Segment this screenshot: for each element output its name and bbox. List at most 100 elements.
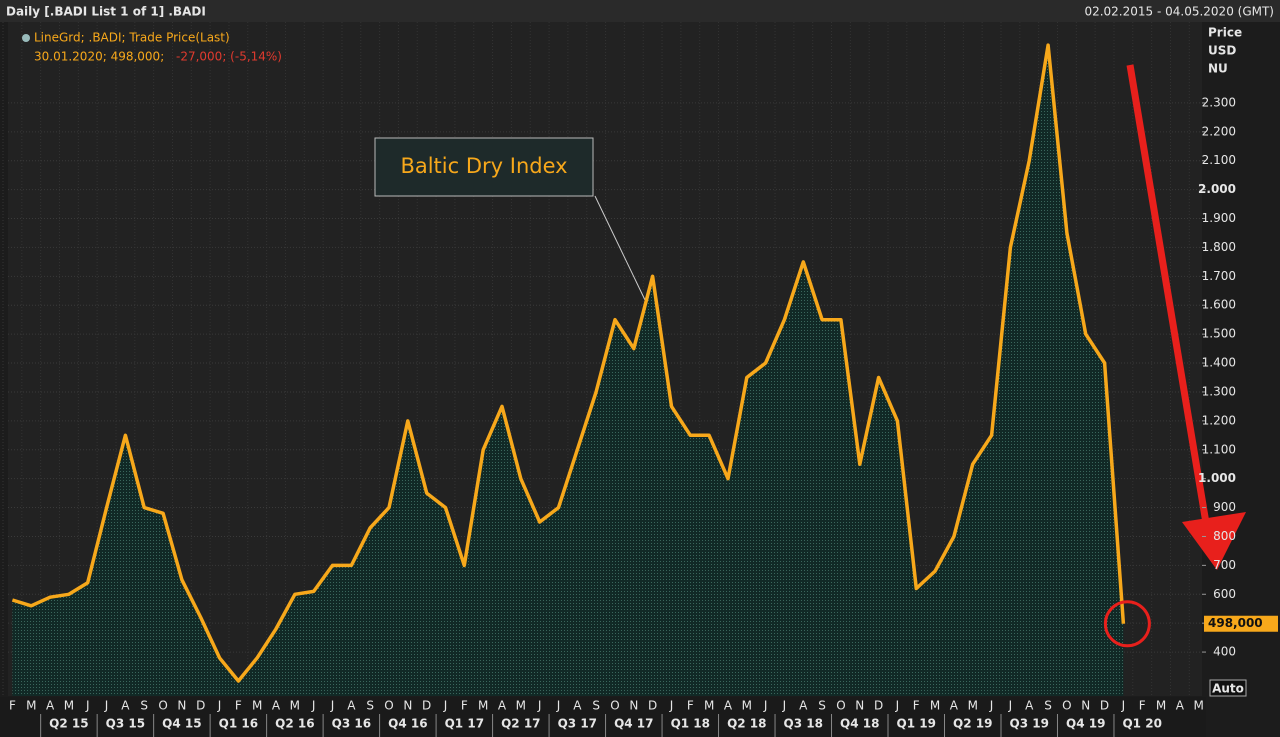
last-price-box	[1204, 615, 1278, 632]
quarter-label: Q1 17	[445, 717, 484, 731]
month-label: S	[140, 699, 148, 713]
month-label: J	[85, 699, 90, 713]
quarter-label: Q2 15	[49, 717, 88, 731]
y-tick-label: 700	[1213, 558, 1236, 572]
month-label: F	[687, 699, 694, 713]
month-label: S	[818, 699, 826, 713]
x-axis-bar	[0, 697, 1206, 737]
month-label: J	[556, 699, 561, 713]
quarter-label: Q3 17	[558, 717, 597, 731]
quarter-label: Q3 19	[1010, 717, 1049, 731]
y-tick-label: 400	[1213, 645, 1236, 659]
month-label: D	[422, 699, 431, 713]
month-label: N	[1081, 699, 1090, 713]
y-tick-label: 1.900	[1202, 211, 1236, 225]
y-tick-label: 1.300	[1202, 384, 1236, 398]
month-label: F	[9, 699, 16, 713]
month-label: O	[610, 699, 619, 713]
month-label: A	[272, 699, 281, 713]
month-label: J	[1008, 699, 1013, 713]
area	[12, 45, 1124, 697]
auto-button[interactable]	[1209, 679, 1247, 697]
y-tick-label: 1.100	[1202, 442, 1236, 456]
month-label: M	[252, 699, 262, 713]
month-label: J	[217, 699, 222, 713]
header-bar	[0, 0, 1280, 22]
quarter-label: Q1 18	[671, 717, 710, 731]
month-label: M	[1156, 699, 1166, 713]
month-label: S	[1044, 699, 1052, 713]
y-tick-label: 1.500	[1202, 327, 1236, 341]
month-label: F	[461, 699, 468, 713]
month-label: M	[968, 699, 978, 713]
month-label: A	[121, 699, 130, 713]
legend-line2b: -27,000; (-5,14%)	[176, 50, 282, 64]
y-tick-label: 600	[1213, 587, 1236, 601]
month-label: J	[669, 699, 674, 713]
quarter-label: Q2 17	[501, 717, 540, 731]
month-label: S	[366, 699, 374, 713]
month-label: J	[330, 699, 335, 713]
month-label: M	[516, 699, 526, 713]
y-tick-label: 1.400	[1202, 356, 1236, 370]
axis-header: USD	[1208, 44, 1236, 58]
month-label: A	[46, 699, 55, 713]
arrow-shaft	[1126, 64, 1212, 536]
header-title: Daily [.BADI List 1 of 1] .BADI	[6, 5, 206, 19]
y-tick-label: 1.000	[1198, 471, 1236, 485]
quarter-label: Q3 18	[784, 717, 823, 731]
month-label: F	[235, 699, 242, 713]
header-range: 02.02.2015 - 04.05.2020 (GMT)	[1084, 5, 1274, 19]
month-label: M	[704, 699, 714, 713]
quarter-label: Q3 15	[106, 717, 145, 731]
month-label: J	[1121, 699, 1126, 713]
month-label: O	[836, 699, 845, 713]
month-label: J	[895, 699, 900, 713]
month-label: O	[384, 699, 393, 713]
y-tick-label: 800	[1213, 529, 1236, 543]
month-label: J	[782, 699, 787, 713]
auto-button-label[interactable]: Auto	[1212, 682, 1244, 696]
month-label: N	[403, 699, 412, 713]
month-label: M	[742, 699, 752, 713]
month-label: A	[724, 699, 733, 713]
quarter-label: Q1 19	[897, 717, 936, 731]
y-tick-label: 1.700	[1202, 269, 1236, 283]
month-label: A	[799, 699, 808, 713]
month-label: J	[104, 699, 109, 713]
y-tick-label: 2.100	[1202, 153, 1236, 167]
month-label: A	[1025, 699, 1034, 713]
month-label: J	[763, 699, 768, 713]
axis-header: Price	[1208, 26, 1242, 40]
month-label: M	[478, 699, 488, 713]
arrow-head	[1182, 512, 1246, 570]
month-label: N	[855, 699, 864, 713]
quarter-label: Q4 16	[388, 717, 427, 731]
highlight-circle	[1103, 600, 1151, 648]
month-label: F	[1139, 699, 1146, 713]
month-label: D	[1100, 699, 1109, 713]
y-tick-label: 2.000	[1198, 182, 1236, 196]
quarter-label: Q4 19	[1066, 717, 1105, 731]
month-label: A	[347, 699, 356, 713]
month-label: J	[537, 699, 542, 713]
month-label: D	[648, 699, 657, 713]
month-label: M	[64, 699, 74, 713]
month-label: O	[1062, 699, 1071, 713]
quarter-label: Q4 17	[614, 717, 653, 731]
quarter-label: Q1 20	[1122, 717, 1161, 731]
legend-line2a: 30.01.2020; 498,000;	[34, 50, 164, 64]
month-label: M	[1194, 699, 1204, 713]
y-tick-label: 2.300	[1202, 95, 1236, 109]
month-label: M	[930, 699, 940, 713]
legend-line1: LineGrd; .BADI; Trade Price(Last)	[34, 31, 230, 45]
month-label: J	[311, 699, 316, 713]
y-tick-label: 1.600	[1202, 298, 1236, 312]
month-label: J	[443, 699, 448, 713]
y-tick-label: 1.800	[1202, 240, 1236, 254]
annotation-leader	[594, 195, 646, 301]
quarter-label: Q2 18	[727, 717, 766, 731]
quarter-label: Q4 18	[840, 717, 879, 731]
month-label: M	[26, 699, 36, 713]
